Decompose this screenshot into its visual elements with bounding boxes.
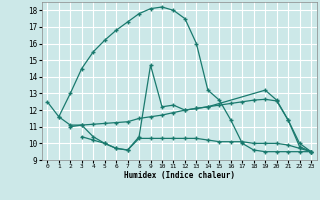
X-axis label: Humidex (Indice chaleur): Humidex (Indice chaleur) xyxy=(124,171,235,180)
